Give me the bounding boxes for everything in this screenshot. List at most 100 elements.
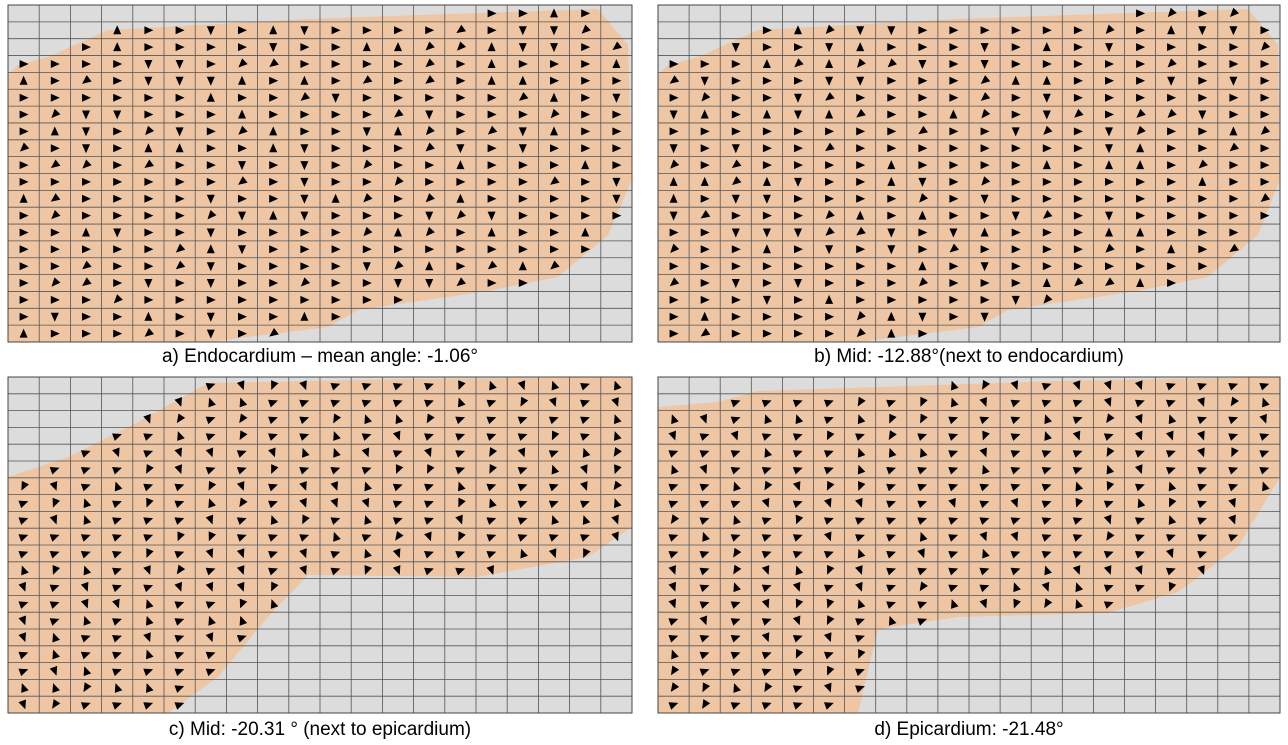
arrow — [731, 312, 741, 321]
arrow — [1103, 551, 1114, 559]
arrow — [51, 108, 61, 119]
arrow — [700, 194, 710, 203]
arrow — [700, 109, 709, 119]
arrow — [669, 193, 678, 203]
arrow — [699, 635, 710, 643]
arrow — [761, 632, 770, 643]
arrow — [980, 43, 989, 53]
arrow — [455, 467, 466, 475]
arrow — [394, 93, 403, 102]
arrow — [581, 144, 591, 153]
arrow — [731, 127, 741, 136]
arrow — [1013, 582, 1021, 593]
arrow — [394, 42, 402, 52]
arrow — [143, 668, 154, 677]
arrow — [825, 127, 835, 136]
arrow — [1042, 262, 1052, 271]
arrow — [113, 42, 122, 52]
arrow — [271, 380, 279, 391]
arrow — [886, 483, 896, 492]
arrow — [670, 514, 680, 524]
arrow — [395, 414, 404, 425]
arrow — [762, 194, 771, 204]
arrow — [426, 413, 435, 424]
arrow — [518, 26, 527, 36]
arrow — [456, 127, 466, 136]
arrow — [823, 531, 832, 542]
arrow — [887, 58, 897, 68]
arrow — [270, 599, 279, 609]
arrow — [612, 194, 621, 204]
arrow — [1165, 548, 1174, 559]
arrow — [205, 548, 214, 559]
arrow — [826, 598, 835, 609]
arrow — [268, 500, 278, 509]
arrow — [269, 110, 279, 119]
arrow — [613, 480, 622, 491]
arrow — [82, 127, 90, 137]
arrow — [795, 648, 804, 659]
arrow — [392, 548, 401, 559]
arrow — [300, 26, 309, 36]
arrow — [825, 177, 835, 186]
arrow — [518, 43, 527, 53]
arrow — [1011, 211, 1020, 221]
arrow — [918, 60, 927, 69]
arrow — [113, 110, 122, 120]
arrow — [886, 551, 896, 559]
arrow — [82, 159, 92, 169]
arrow — [948, 483, 959, 492]
arrow — [825, 76, 834, 86]
arrow — [1042, 144, 1052, 153]
arrow — [917, 618, 928, 626]
arrow — [269, 228, 279, 237]
arrow — [208, 615, 216, 626]
arrow — [269, 143, 278, 153]
arrow — [427, 464, 435, 474]
arrow — [1041, 483, 1052, 492]
arrow — [580, 481, 588, 491]
arrow — [206, 60, 216, 68]
arrow — [268, 433, 278, 441]
arrow — [1105, 243, 1115, 253]
arrow — [175, 143, 184, 153]
arrow — [731, 295, 741, 304]
arrow — [761, 702, 772, 710]
arrow — [300, 228, 310, 237]
arrow — [951, 397, 959, 408]
arrow — [1011, 228, 1021, 237]
arrow — [612, 76, 622, 85]
arrow — [455, 551, 466, 559]
arrow — [394, 194, 403, 203]
arrow — [764, 480, 773, 491]
arrow — [699, 433, 710, 441]
arrow — [112, 567, 122, 576]
arrow — [949, 127, 959, 136]
arrow — [980, 92, 991, 101]
arrow — [856, 210, 865, 220]
arrow — [300, 177, 309, 187]
arrow — [144, 311, 153, 321]
arrow — [1262, 397, 1270, 408]
arrow — [518, 75, 527, 85]
arrow — [174, 500, 185, 509]
arrow — [394, 108, 404, 118]
arrow — [918, 144, 928, 153]
arrow — [19, 295, 29, 304]
arrow — [581, 43, 591, 52]
arrow — [236, 380, 245, 391]
arrow — [49, 481, 58, 491]
arrow — [669, 277, 680, 287]
arrow — [362, 262, 371, 272]
arrow — [300, 92, 311, 101]
arrow — [18, 632, 26, 643]
arrow — [1073, 194, 1083, 203]
arrow — [949, 76, 959, 85]
arrow — [731, 211, 741, 220]
arrow — [1010, 531, 1019, 542]
arrow — [668, 500, 679, 509]
arrow — [1075, 481, 1084, 492]
arrow — [581, 211, 591, 220]
arrow — [1229, 60, 1239, 68]
arrow — [669, 110, 678, 120]
